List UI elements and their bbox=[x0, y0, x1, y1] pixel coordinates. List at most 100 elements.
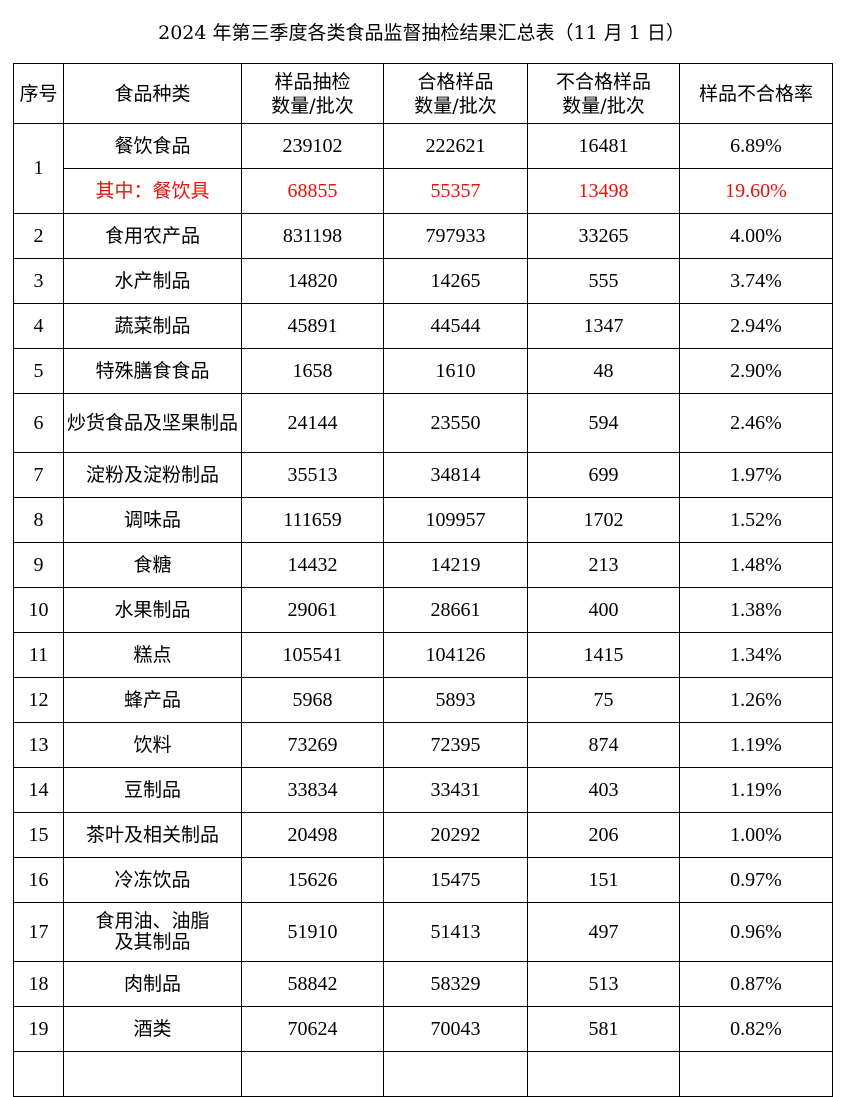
table-row: 6 炒货食品及坚果制品 24144 23550 594 2.46% bbox=[13, 393, 833, 453]
seq-cell: 7 bbox=[13, 452, 64, 498]
table-row: 2 食用农产品 831198 797933 33265 4.00% bbox=[13, 213, 833, 259]
rate-cell: 2.90% bbox=[679, 348, 833, 394]
category-cell: 食糖 bbox=[63, 542, 242, 588]
rate-cell: 1.19% bbox=[679, 722, 833, 768]
table-row: 14 豆制品 33834 33431 403 1.19% bbox=[13, 767, 833, 813]
table-row: 12 蜂产品 5968 5893 75 1.26% bbox=[13, 677, 833, 723]
unqualified-cell: 594 bbox=[527, 393, 680, 453]
qualified-cell: 15475 bbox=[383, 857, 528, 903]
category-cell: 食用油、油脂 及其制品 bbox=[63, 902, 242, 962]
sampled-cell: 73269 bbox=[241, 722, 384, 768]
qualified-cell: 222621 bbox=[383, 123, 528, 169]
seq-cell: 4 bbox=[13, 303, 64, 349]
rate-cell: 1.52% bbox=[679, 497, 833, 543]
qualified-cell: 104126 bbox=[383, 632, 528, 678]
sampled-cell: 14820 bbox=[241, 258, 384, 304]
empty-cell bbox=[679, 1051, 833, 1097]
rate-cell: 0.82% bbox=[679, 1006, 833, 1052]
category-cell: 水产制品 bbox=[63, 258, 242, 304]
header-rate: 样品不合格率 bbox=[679, 63, 833, 124]
qualified-cell: 55357 bbox=[383, 168, 528, 214]
qualified-cell: 109957 bbox=[383, 497, 528, 543]
sampled-cell: 33834 bbox=[241, 767, 384, 813]
seq-cell: 12 bbox=[13, 677, 64, 723]
empty-cell bbox=[13, 1051, 64, 1097]
unqualified-cell: 213 bbox=[527, 542, 680, 588]
category-cell: 饮料 bbox=[63, 722, 242, 768]
category-cell: 肉制品 bbox=[63, 961, 242, 1007]
header-qualified: 合格样品 数量/批次 bbox=[383, 63, 528, 124]
seq-cell: 13 bbox=[13, 722, 64, 768]
rate-cell: 1.26% bbox=[679, 677, 833, 723]
rate-cell: 0.87% bbox=[679, 961, 833, 1007]
category-cell: 餐饮食品 bbox=[63, 123, 242, 169]
sampled-cell: 831198 bbox=[241, 213, 384, 259]
category-cell: 炒货食品及坚果制品 bbox=[63, 393, 242, 453]
sampled-cell: 58842 bbox=[241, 961, 384, 1007]
unqualified-cell: 513 bbox=[527, 961, 680, 1007]
category-cell: 淀粉及淀粉制品 bbox=[63, 452, 242, 498]
sampled-cell: 15626 bbox=[241, 857, 384, 903]
qualified-cell: 20292 bbox=[383, 812, 528, 858]
sampled-cell: 105541 bbox=[241, 632, 384, 678]
category-cell: 冷冻饮品 bbox=[63, 857, 242, 903]
qualified-cell: 14265 bbox=[383, 258, 528, 304]
unqualified-cell: 33265 bbox=[527, 213, 680, 259]
category-cell: 酒类 bbox=[63, 1006, 242, 1052]
seq-cell: 15 bbox=[13, 812, 64, 858]
category-cell: 调味品 bbox=[63, 497, 242, 543]
table-row-partial bbox=[13, 1051, 833, 1097]
rate-cell: 1.38% bbox=[679, 587, 833, 633]
unqualified-cell: 13498 bbox=[527, 168, 680, 214]
table-row: 7 淀粉及淀粉制品 35513 34814 699 1.97% bbox=[13, 452, 833, 498]
category-cell: 食用农产品 bbox=[63, 213, 242, 259]
unqualified-cell: 1415 bbox=[527, 632, 680, 678]
table-row: 13 饮料 73269 72395 874 1.19% bbox=[13, 722, 833, 768]
table-header-row: 序号 食品种类 样品抽检 数量/批次 合格样品 数量/批次 不合格样品 数量/批次 样… bbox=[13, 63, 833, 124]
category-cell: 糕点 bbox=[63, 632, 242, 678]
table-row: 15 茶叶及相关制品 20498 20292 206 1.00% bbox=[13, 812, 833, 858]
unqualified-cell: 16481 bbox=[527, 123, 680, 169]
seq-cell: 2 bbox=[13, 213, 64, 259]
seq-cell: 5 bbox=[13, 348, 64, 394]
header-sampled: 样品抽检 数量/批次 bbox=[241, 63, 384, 124]
unqualified-cell: 1347 bbox=[527, 303, 680, 349]
rate-cell: 0.97% bbox=[679, 857, 833, 903]
seq-cell: 6 bbox=[13, 393, 64, 453]
qualified-cell: 72395 bbox=[383, 722, 528, 768]
rate-cell: 0.96% bbox=[679, 902, 833, 962]
rate-cell: 1.19% bbox=[679, 767, 833, 813]
unqualified-cell: 699 bbox=[527, 452, 680, 498]
rate-cell: 1.34% bbox=[679, 632, 833, 678]
seq-cell: 11 bbox=[13, 632, 64, 678]
qualified-cell: 34814 bbox=[383, 452, 528, 498]
seq-cell: 19 bbox=[13, 1006, 64, 1052]
qualified-cell: 1610 bbox=[383, 348, 528, 394]
sampled-cell: 45891 bbox=[241, 303, 384, 349]
table-row: 18 肉制品 58842 58329 513 0.87% bbox=[13, 961, 833, 1007]
seq-cell: 18 bbox=[13, 961, 64, 1007]
empty-cell bbox=[241, 1051, 384, 1097]
unqualified-cell: 1702 bbox=[527, 497, 680, 543]
sampled-cell: 111659 bbox=[241, 497, 384, 543]
seq-cell: 10 bbox=[13, 587, 64, 633]
seq-cell: 16 bbox=[13, 857, 64, 903]
rate-cell: 6.89% bbox=[679, 123, 833, 169]
empty-cell bbox=[63, 1051, 242, 1097]
qualified-cell: 28661 bbox=[383, 587, 528, 633]
unqualified-cell: 874 bbox=[527, 722, 680, 768]
seq-cell: 17 bbox=[13, 902, 64, 962]
sampled-cell: 29061 bbox=[241, 587, 384, 633]
category-cell: 豆制品 bbox=[63, 767, 242, 813]
category-cell: 水果制品 bbox=[63, 587, 242, 633]
rate-cell: 1.97% bbox=[679, 452, 833, 498]
sampled-cell: 14432 bbox=[241, 542, 384, 588]
header-seq: 序号 bbox=[13, 63, 64, 124]
category-cell: 其中：餐饮具 bbox=[63, 168, 242, 214]
sampled-cell: 68855 bbox=[241, 168, 384, 214]
category-cell: 蜂产品 bbox=[63, 677, 242, 723]
sampled-cell: 5968 bbox=[241, 677, 384, 723]
table-row: 1 餐饮食品 239102 222621 16481 6.89% bbox=[13, 123, 833, 214]
table-row: 16 冷冻饮品 15626 15475 151 0.97% bbox=[13, 857, 833, 903]
qualified-cell: 44544 bbox=[383, 303, 528, 349]
